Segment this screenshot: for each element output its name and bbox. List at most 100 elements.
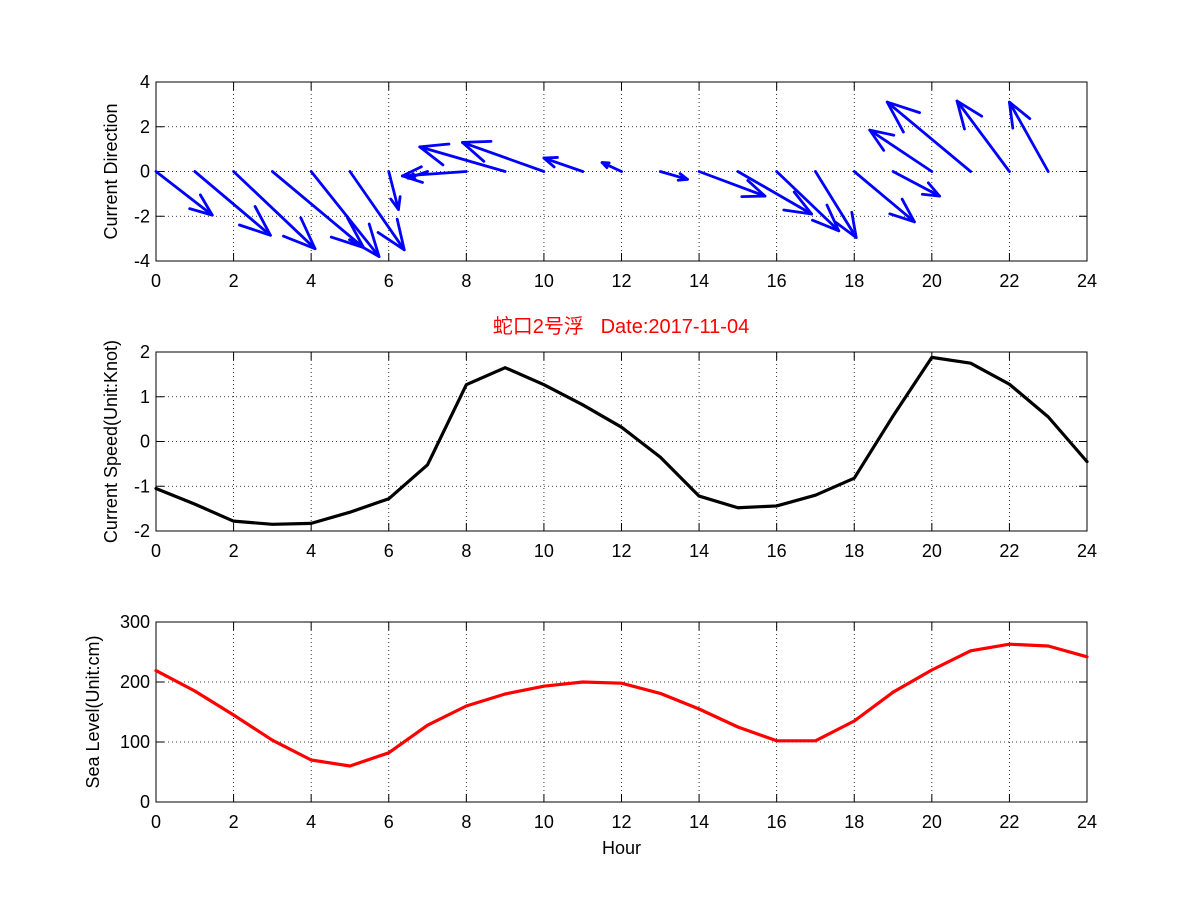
vector-arrow <box>400 165 468 184</box>
vector-arrow <box>868 128 934 173</box>
arrow-head <box>400 165 424 184</box>
y-tick-label: -2 <box>134 206 150 226</box>
arrow-shaft <box>697 170 767 198</box>
x-tick-label: 18 <box>844 271 864 291</box>
x-tick-label: 10 <box>534 812 554 832</box>
arrow-head <box>461 139 493 163</box>
arrow-shaft <box>400 170 468 178</box>
arrow-head <box>238 205 272 237</box>
x-tick-label: 0 <box>151 541 161 561</box>
arrow-head <box>418 142 451 167</box>
x-axis-label: Hour <box>602 838 641 858</box>
x-tick-label: 4 <box>306 812 316 832</box>
arrow-shaft <box>814 170 858 239</box>
x-tick-label: 14 <box>689 812 709 832</box>
x-tick-label: 20 <box>922 541 942 561</box>
vector-arrow <box>697 170 767 199</box>
x-tick-label: 16 <box>767 812 787 832</box>
x-tick-label: 4 <box>306 271 316 291</box>
y-axis-label: Current Speed(Unit:Knot) <box>101 340 121 543</box>
arrow-head <box>348 222 381 258</box>
arrow-shaft <box>955 99 1011 173</box>
y-tick-label: -1 <box>134 476 150 496</box>
y-tick-label: 2 <box>140 342 150 362</box>
vector-arrow <box>852 170 916 224</box>
vector-arrow <box>891 170 941 198</box>
x-tick-label: 10 <box>534 271 554 291</box>
x-tick-label: 8 <box>461 541 471 561</box>
arrow-shaft <box>461 141 546 173</box>
x-tick-label: 24 <box>1077 271 1097 291</box>
vector-arrows <box>154 99 1050 258</box>
x-tick-label: 0 <box>151 271 161 291</box>
arrow-shaft <box>852 170 916 224</box>
arrow-head <box>834 210 858 239</box>
arrow-shaft <box>193 170 272 237</box>
x-tick-label: 16 <box>767 541 787 561</box>
vector-arrow <box>418 142 507 173</box>
arrow-head <box>888 197 916 224</box>
x-tick-label: 6 <box>384 271 394 291</box>
vector-arrow <box>461 139 546 173</box>
vector-arrow <box>232 170 317 251</box>
arrow-head <box>955 99 984 131</box>
x-tick-label: 10 <box>534 541 554 561</box>
arrow-shaft <box>736 170 813 216</box>
vector-arrow <box>955 99 1011 173</box>
arrow-head <box>282 216 317 251</box>
arrow-head <box>868 128 896 152</box>
x-tick-label: 14 <box>689 271 709 291</box>
vector-arrow <box>1008 100 1050 173</box>
x-tick-label: 0 <box>151 812 161 832</box>
vector-arrow <box>309 170 381 258</box>
vector-arrow <box>348 170 406 252</box>
vector-arrow <box>193 170 272 237</box>
arrow-head <box>885 100 921 134</box>
y-tick-label: -4 <box>134 251 150 271</box>
arrow-head <box>811 203 841 233</box>
arrow-shaft <box>891 170 941 198</box>
x-tick-label: 4 <box>306 541 316 561</box>
figure-title: 蛇口2号浮 Date:2017-11-04 <box>493 315 749 338</box>
arrow-shaft <box>868 128 934 173</box>
x-tick-label: 2 <box>229 541 239 561</box>
arrow-head <box>542 156 559 169</box>
x-tick-label: 6 <box>384 541 394 561</box>
x-tick-label: 8 <box>461 812 471 832</box>
y-tick-label: 100 <box>120 732 150 752</box>
x-tick-label: 22 <box>999 812 1019 832</box>
arrow-head <box>376 217 406 252</box>
arrow-shaft <box>885 100 973 173</box>
vector-arrow <box>154 170 214 217</box>
x-tick-label: 20 <box>922 271 942 291</box>
x-tick-label: 2 <box>229 812 239 832</box>
vector-arrow <box>885 100 973 173</box>
x-tick-label: 14 <box>689 541 709 561</box>
x-tick-label: 16 <box>767 271 787 291</box>
arrow-shaft <box>270 170 365 249</box>
y-tick-label: 300 <box>120 612 150 632</box>
y-axis-label: Sea Level(Unit:cm) <box>83 635 103 788</box>
arrow-shaft <box>542 156 585 173</box>
y-tick-label: 2 <box>140 117 150 137</box>
arrow-head <box>600 161 611 170</box>
x-tick-label: 2 <box>229 271 239 291</box>
x-tick-label: 24 <box>1077 541 1097 561</box>
y-axis-label: Current Direction <box>101 103 121 239</box>
arrow-head <box>389 195 402 211</box>
arrow-shaft <box>348 170 406 252</box>
arrow-shaft <box>775 170 841 233</box>
y-tick-label: 200 <box>120 672 150 692</box>
arrow-shaft <box>309 170 381 258</box>
x-tick-label: 12 <box>611 271 631 291</box>
arrow-shaft <box>658 170 689 181</box>
arrow-head <box>740 179 767 199</box>
x-tick-label: 22 <box>999 271 1019 291</box>
arrow-head <box>920 181 941 198</box>
y-tick-label: 4 <box>140 72 150 92</box>
x-tick-label: 8 <box>461 271 471 291</box>
y-tick-label: -2 <box>134 521 150 541</box>
